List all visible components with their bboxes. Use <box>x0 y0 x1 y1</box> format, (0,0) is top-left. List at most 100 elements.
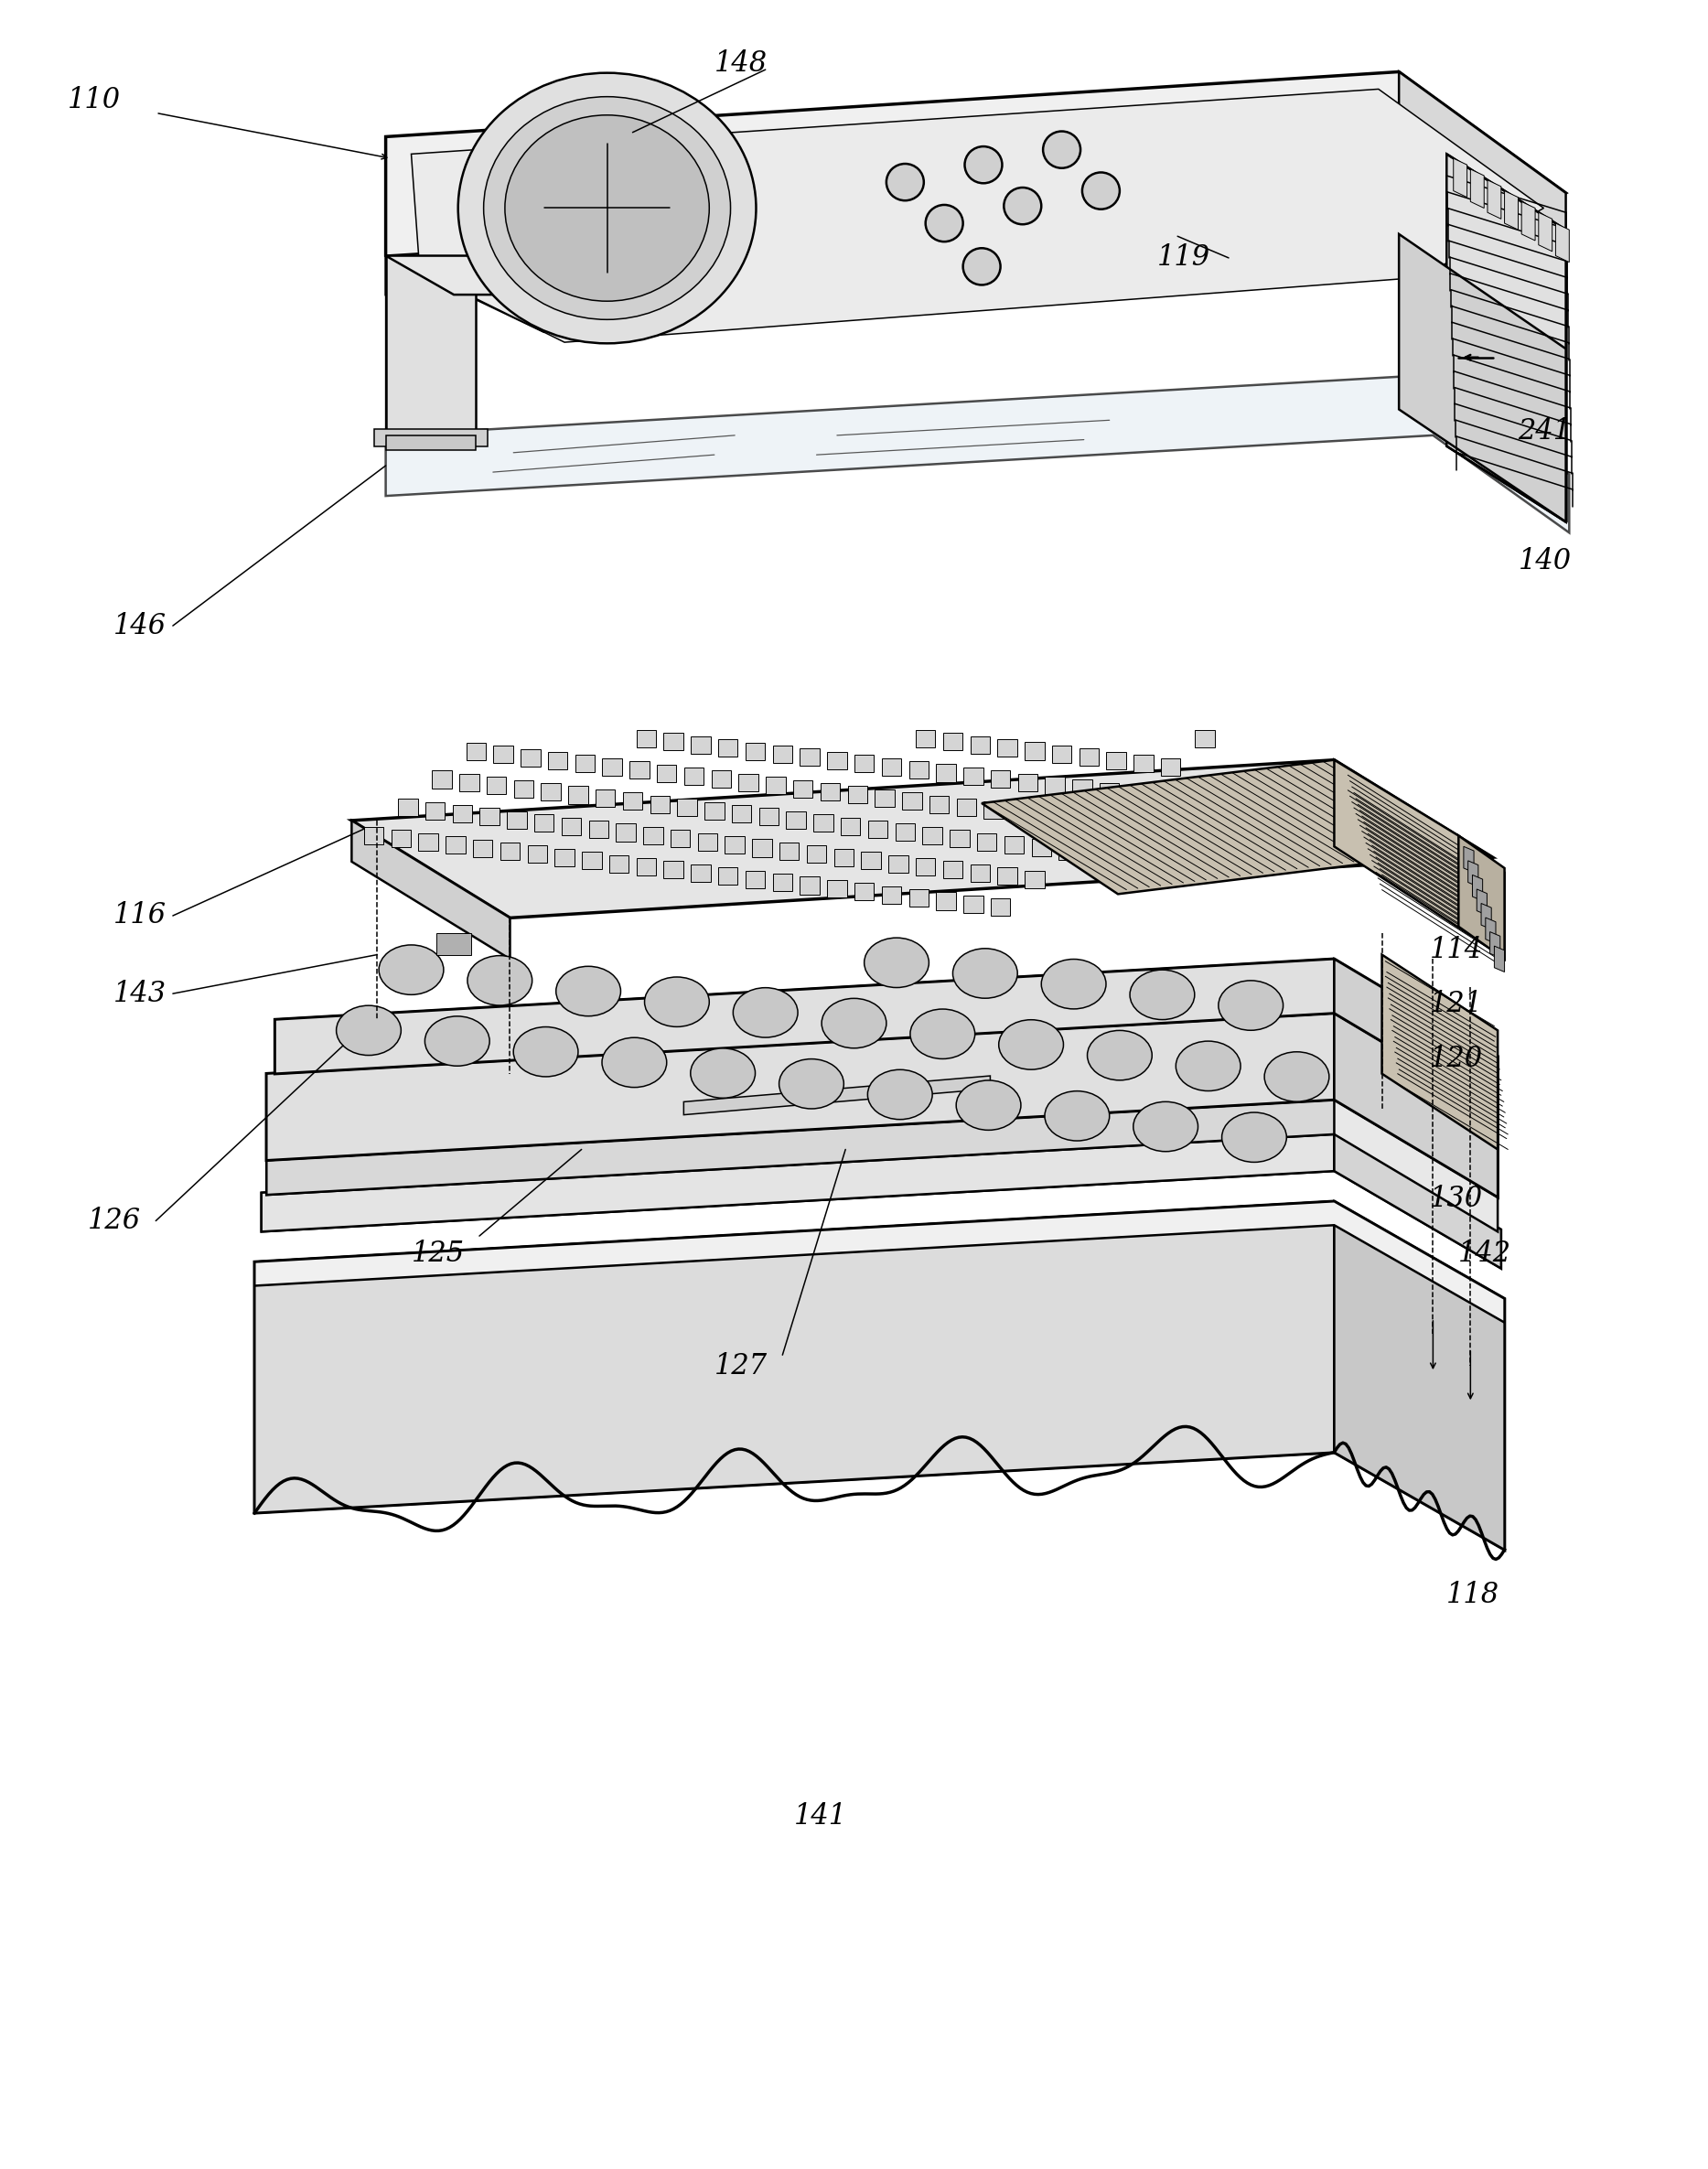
FancyBboxPatch shape <box>1025 870 1044 887</box>
FancyBboxPatch shape <box>888 855 909 872</box>
Ellipse shape <box>557 967 620 1015</box>
FancyBboxPatch shape <box>902 792 922 809</box>
FancyBboxPatch shape <box>596 790 615 807</box>
FancyBboxPatch shape <box>466 742 485 759</box>
FancyBboxPatch shape <box>685 768 704 785</box>
FancyBboxPatch shape <box>827 753 847 770</box>
Polygon shape <box>386 375 1570 534</box>
FancyBboxPatch shape <box>765 777 786 794</box>
Ellipse shape <box>425 1017 490 1065</box>
Ellipse shape <box>458 74 757 343</box>
FancyBboxPatch shape <box>840 818 861 835</box>
Polygon shape <box>1556 223 1570 262</box>
FancyBboxPatch shape <box>950 831 970 848</box>
Polygon shape <box>1334 1132 1501 1269</box>
FancyBboxPatch shape <box>909 761 929 779</box>
Ellipse shape <box>910 1009 975 1058</box>
FancyBboxPatch shape <box>1004 835 1023 855</box>
Text: 127: 127 <box>714 1351 767 1379</box>
Ellipse shape <box>1083 171 1120 208</box>
FancyBboxPatch shape <box>806 846 827 863</box>
FancyBboxPatch shape <box>991 898 1009 915</box>
FancyBboxPatch shape <box>521 748 540 766</box>
Polygon shape <box>1486 917 1496 944</box>
Text: 118: 118 <box>1447 1581 1500 1609</box>
FancyBboxPatch shape <box>772 874 793 891</box>
Text: 148: 148 <box>714 50 767 78</box>
FancyBboxPatch shape <box>548 753 567 770</box>
Text: 121: 121 <box>1430 991 1483 1019</box>
FancyBboxPatch shape <box>664 861 683 878</box>
Polygon shape <box>275 959 1498 1111</box>
FancyBboxPatch shape <box>915 731 936 748</box>
FancyBboxPatch shape <box>711 770 731 787</box>
FancyBboxPatch shape <box>868 820 888 837</box>
Polygon shape <box>1481 902 1491 928</box>
FancyBboxPatch shape <box>555 848 574 865</box>
FancyBboxPatch shape <box>589 820 608 837</box>
FancyBboxPatch shape <box>582 852 601 870</box>
Polygon shape <box>982 759 1471 894</box>
FancyBboxPatch shape <box>1107 753 1126 770</box>
FancyBboxPatch shape <box>705 803 724 820</box>
Ellipse shape <box>1175 1041 1240 1091</box>
FancyBboxPatch shape <box>1196 729 1214 748</box>
Ellipse shape <box>779 1058 844 1108</box>
Ellipse shape <box>822 998 886 1048</box>
Polygon shape <box>1334 759 1505 959</box>
FancyBboxPatch shape <box>936 763 956 781</box>
FancyBboxPatch shape <box>432 770 451 787</box>
Polygon shape <box>1399 72 1566 234</box>
Ellipse shape <box>1004 187 1042 223</box>
Ellipse shape <box>379 946 444 996</box>
FancyBboxPatch shape <box>651 796 670 813</box>
FancyBboxPatch shape <box>970 863 991 881</box>
Text: 141: 141 <box>794 1802 847 1831</box>
Ellipse shape <box>1221 1113 1286 1163</box>
FancyBboxPatch shape <box>977 833 997 850</box>
FancyBboxPatch shape <box>664 733 683 750</box>
Ellipse shape <box>956 1080 1021 1130</box>
FancyBboxPatch shape <box>364 826 384 844</box>
FancyBboxPatch shape <box>1079 748 1098 766</box>
Polygon shape <box>437 933 471 954</box>
FancyBboxPatch shape <box>1066 811 1085 829</box>
FancyBboxPatch shape <box>1032 839 1050 857</box>
Text: 146: 146 <box>113 612 166 640</box>
Polygon shape <box>1505 191 1518 230</box>
Polygon shape <box>683 1076 991 1115</box>
Text: 116: 116 <box>113 902 166 931</box>
FancyBboxPatch shape <box>738 774 758 792</box>
Polygon shape <box>1472 874 1483 900</box>
FancyBboxPatch shape <box>745 742 765 759</box>
FancyBboxPatch shape <box>1025 742 1044 759</box>
FancyBboxPatch shape <box>786 811 806 829</box>
FancyBboxPatch shape <box>1134 755 1153 772</box>
FancyBboxPatch shape <box>535 813 553 833</box>
FancyBboxPatch shape <box>487 777 506 794</box>
FancyBboxPatch shape <box>997 740 1016 757</box>
Ellipse shape <box>1264 1052 1329 1102</box>
FancyBboxPatch shape <box>772 746 793 763</box>
Ellipse shape <box>690 1048 755 1098</box>
FancyBboxPatch shape <box>1127 785 1146 803</box>
FancyBboxPatch shape <box>799 876 820 894</box>
Polygon shape <box>1464 846 1474 872</box>
FancyBboxPatch shape <box>500 842 519 859</box>
Polygon shape <box>261 1132 1501 1269</box>
Polygon shape <box>275 959 1334 1074</box>
FancyBboxPatch shape <box>446 837 465 855</box>
Polygon shape <box>374 429 488 447</box>
FancyBboxPatch shape <box>915 859 936 876</box>
Polygon shape <box>386 193 1399 295</box>
FancyBboxPatch shape <box>637 859 656 876</box>
FancyBboxPatch shape <box>644 826 663 844</box>
FancyBboxPatch shape <box>717 740 738 757</box>
Text: 110: 110 <box>67 87 121 115</box>
Text: 143: 143 <box>113 980 166 1009</box>
Polygon shape <box>1334 759 1493 898</box>
Ellipse shape <box>1088 1030 1151 1080</box>
Polygon shape <box>412 89 1544 343</box>
Ellipse shape <box>506 115 709 301</box>
FancyBboxPatch shape <box>1052 746 1071 763</box>
